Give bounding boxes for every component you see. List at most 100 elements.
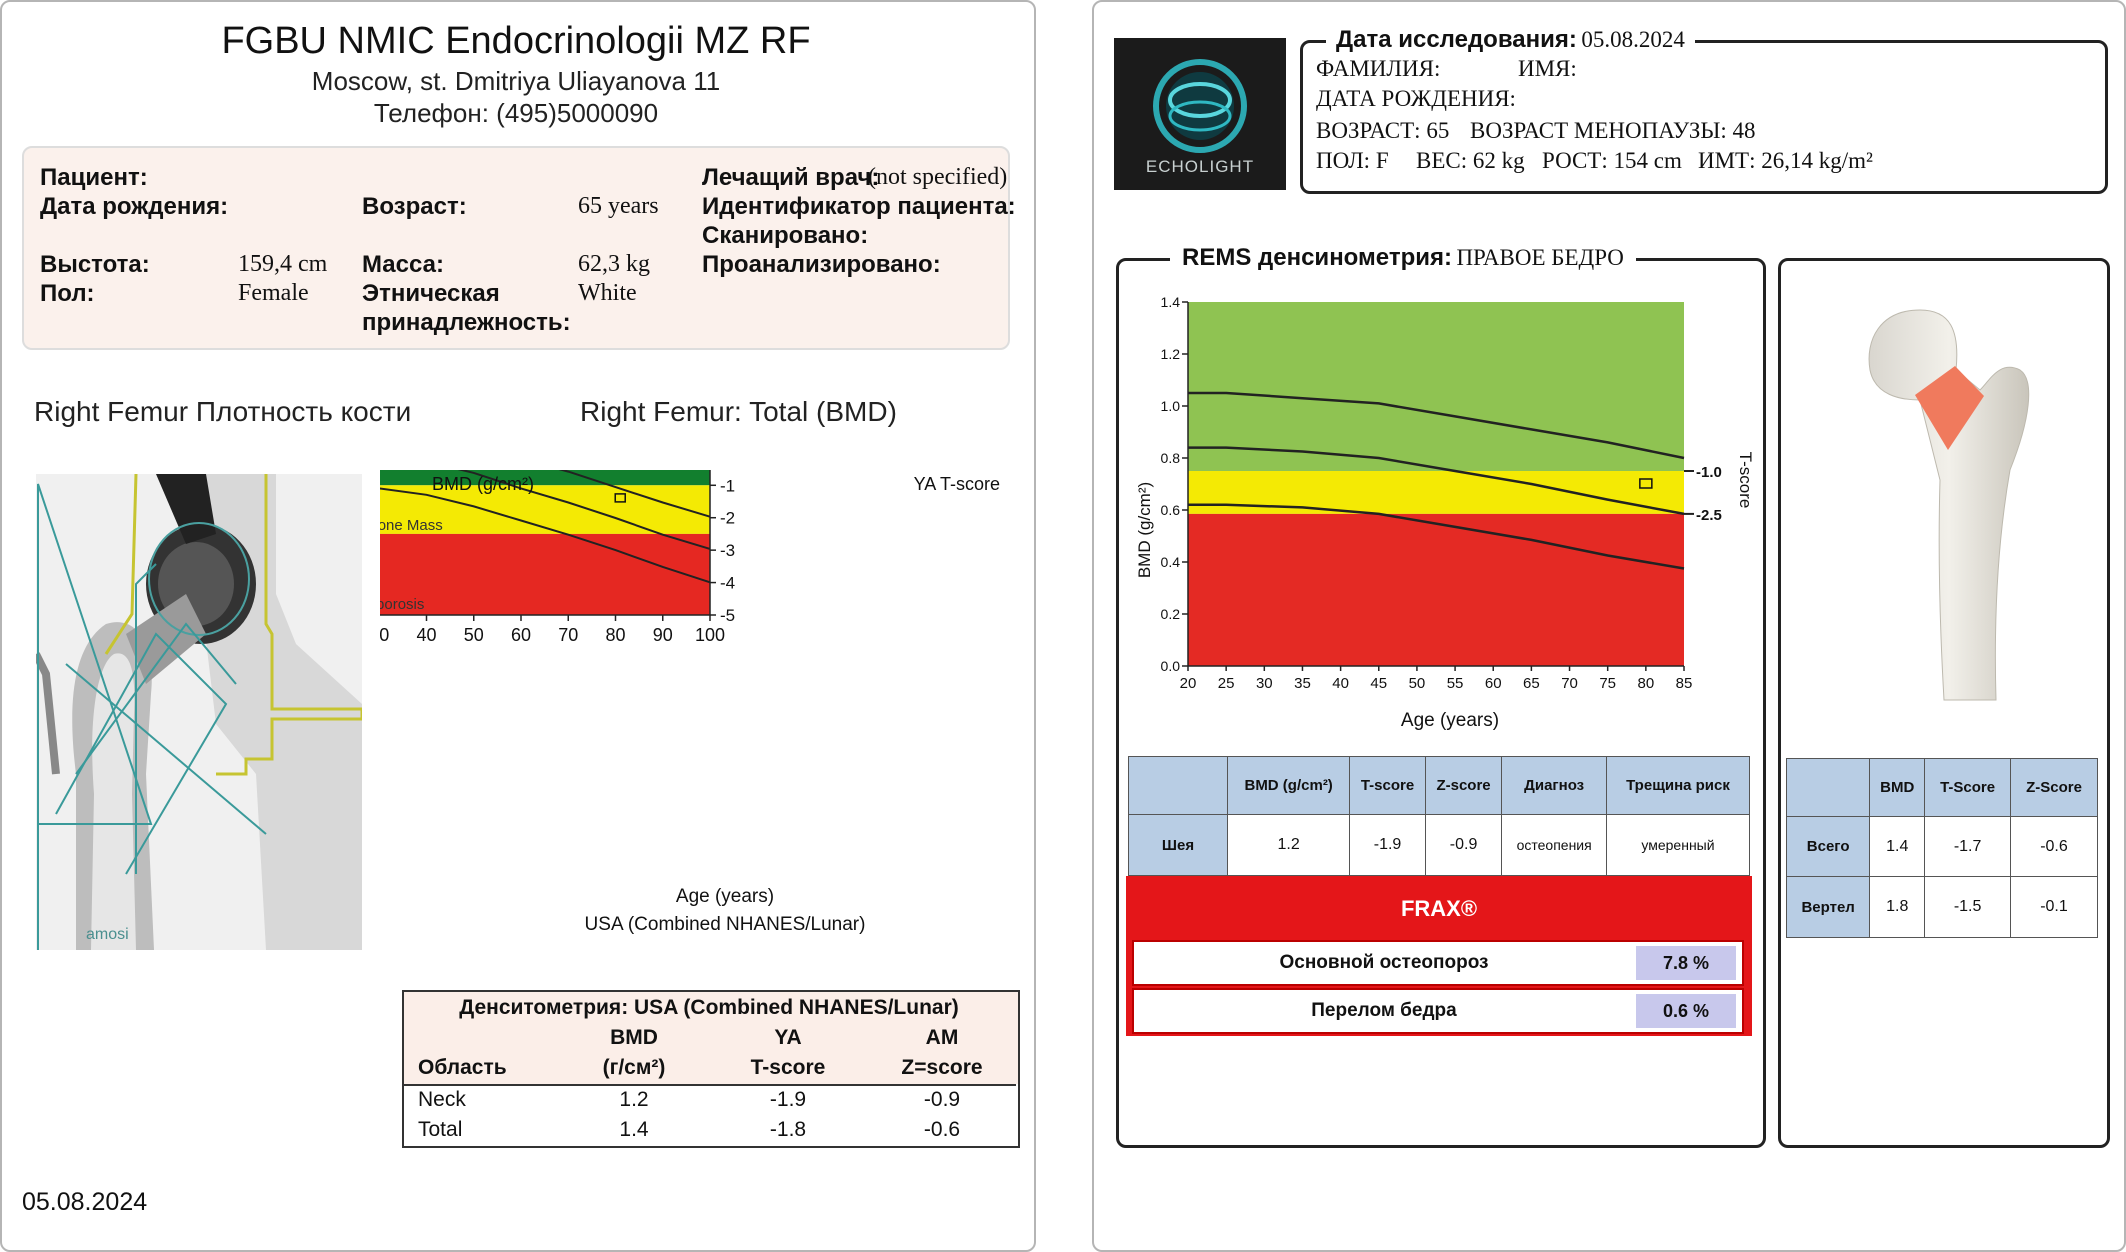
femur-cell: Вертел xyxy=(1785,876,1871,938)
weight-label: ВЕС: xyxy=(1416,148,1468,173)
femur-cell: -1.7 xyxy=(1924,815,2011,878)
rems-x-tick-label: 35 xyxy=(1294,675,1311,692)
table-cell: -0.9 xyxy=(923,1088,961,1111)
scan-title: Right Femur Плотность кости xyxy=(34,396,412,427)
table-header-top: AM xyxy=(925,1026,959,1049)
name-label: ИМЯ: xyxy=(1518,56,1577,81)
zone-label: Low Bone Mass xyxy=(380,517,443,534)
rems-x-tick-label: 25 xyxy=(1218,675,1235,692)
table-cell: -1.8 xyxy=(769,1118,807,1141)
echolight-logo: ECHOLIGHT xyxy=(1114,38,1286,190)
exam-date-label: Дата исследования: xyxy=(1336,26,1577,53)
rems-y-tick-label: 1.4 xyxy=(1161,294,1181,310)
femur-table-row: Всего 1.4 -1.7 -0.6 xyxy=(1785,815,2098,878)
sex-field: ПОЛ: F xyxy=(1316,148,1389,174)
rems-y-tick-label: 0.6 xyxy=(1161,502,1181,518)
patient-info-box xyxy=(22,146,1010,350)
rems-x-tick-label: 20 xyxy=(1180,675,1197,692)
femur-header-cell xyxy=(1785,758,1871,817)
age-field: ВОЗРАСТ: 65 xyxy=(1316,118,1449,144)
x-tick-label: 40 xyxy=(416,625,436,645)
mass-label: Масса: xyxy=(362,251,444,278)
chart-x-axis-label: Age (years) xyxy=(676,886,774,907)
patient-label: Пациент: xyxy=(40,164,148,191)
curve-mean xyxy=(457,470,711,550)
femur-cell: -0.1 xyxy=(2010,876,2098,938)
dob-label: Дата рождения: xyxy=(40,193,229,220)
x-tick-label: 90 xyxy=(653,625,673,645)
exam-date-legend: Дата исследования: 05.08.2024 xyxy=(1326,26,1695,56)
y2-tick-label: -5 xyxy=(720,606,735,625)
rems-patient-marker xyxy=(1639,478,1653,489)
femur-neck-highlight xyxy=(1915,366,1984,450)
x-tick-label: 30 xyxy=(380,625,389,645)
chart-title: Right Femur: Total (BMD) xyxy=(580,396,897,427)
institution-phone: Телефон: (495)5000090 xyxy=(373,98,659,128)
table-cell: Total xyxy=(418,1118,463,1141)
analyzed-label: Проанализировано: xyxy=(702,251,941,278)
bmi-value: 26,14 kg/m² xyxy=(1761,148,1873,173)
height-label: Выстота: xyxy=(40,251,150,278)
frax-row-value: 0.6 % xyxy=(1636,994,1736,1028)
rems-x-axis-label: Age (years) xyxy=(1401,710,1499,731)
rems-curve-upper xyxy=(1188,391,1685,460)
rems-zone-osteoporosis xyxy=(1188,513,1684,666)
bmi-field: ИМТ: 26,14 kg/m² xyxy=(1698,148,1873,174)
sex-value-right: F xyxy=(1375,148,1389,173)
frax-row-label: Основной остеопороз xyxy=(1279,952,1489,973)
neck-table-header: BMD (g/cm²) T-score Z-score Диагноз Трещина … xyxy=(1128,755,1751,816)
y2-tick-label: -4 xyxy=(720,574,735,593)
neck-table-row: Шея 1.2 -1.9 -0.9 остеопения умеренный xyxy=(1128,814,1751,876)
age-value: 65 years xyxy=(578,193,659,219)
femur-cell: -0.6 xyxy=(2010,815,2098,878)
neck-cell: 1.2 xyxy=(1226,814,1351,876)
rems-y-tick-label: 1.2 xyxy=(1161,346,1181,362)
rems-zone-normal xyxy=(1188,302,1684,471)
age-label: Возраст: xyxy=(362,193,467,220)
bmi-label: ИМТ: xyxy=(1698,148,1756,173)
doctor-value: (not specified) xyxy=(868,164,1008,190)
table-cell: -1.9 xyxy=(769,1088,807,1111)
scan-watermark: amosi xyxy=(86,926,129,943)
patient-marker xyxy=(614,493,626,503)
zone-normal xyxy=(380,470,710,486)
frax-row-label: Перелом бедра xyxy=(1311,1000,1457,1021)
weight-field: ВЕС: 62 kg xyxy=(1416,148,1525,174)
chart-y2-axis-label: YA T-score xyxy=(914,474,1000,494)
menopause-field: ВОЗРАСТ МЕНОПАУЗЫ: 48 xyxy=(1470,118,1756,144)
weight-value: 62 kg xyxy=(1472,148,1525,173)
menopause-label: ВОЗРАСТ МЕНОПАУЗЫ: xyxy=(1470,118,1727,143)
neck-header-cell: Диагноз xyxy=(1501,755,1607,816)
table-header-divider xyxy=(402,1084,1016,1086)
femur-cell: 1.4 xyxy=(1869,815,1926,878)
rems-title-bold: REMS денсинометрия: xyxy=(1182,244,1452,271)
age-label-right: ВОЗРАСТ: xyxy=(1316,118,1421,143)
neck-cell: -1.9 xyxy=(1349,814,1426,876)
mass-value: 62,3 kg xyxy=(578,251,650,277)
frax-row: Основной остеопороз 7.8 % xyxy=(1132,940,1744,986)
neck-header-cell: Z-score xyxy=(1424,755,1503,816)
femur-dxa-scan-image: amosi xyxy=(36,474,362,950)
neck-cell: Шея xyxy=(1128,814,1228,876)
frax-title: FRAX® xyxy=(1400,896,1478,921)
x-tick-label: 100 xyxy=(695,625,725,645)
rems-title-site: ПРАВОЕ БЕДРО xyxy=(1456,245,1624,270)
height-label-right: РОСТ: xyxy=(1542,148,1608,173)
densitometry-table-title: Денситометрия: USA (Combined NHANES/Luna… xyxy=(459,996,959,1019)
femur-table-row: Вертел 1.8 -1.5 -0.1 xyxy=(1785,876,2098,938)
femur-table-header: BMD T-Score Z-Score xyxy=(1785,758,2098,817)
rems-zone-osteopenia xyxy=(1188,471,1684,514)
height-field: РОСТ: 154 cm xyxy=(1542,148,1682,174)
ethnicity-label-line2: принадлежность: xyxy=(362,309,571,336)
neck-header-cell: Трещина риск xyxy=(1605,755,1751,816)
surname-label: ФАМИЛИЯ: xyxy=(1316,56,1441,81)
rems-y-tick-label: 1.0 xyxy=(1161,398,1181,414)
table-header-bottom: Область xyxy=(418,1056,507,1079)
rems-tscore-label: -1.0 xyxy=(1696,464,1722,481)
rems-y2-axis-label: T-score xyxy=(1736,452,1755,509)
neck-results-table: BMD (g/cm²) T-score Z-score Диагноз Трещина … xyxy=(1128,755,1751,876)
femur-cell: -1.5 xyxy=(1924,876,2011,938)
neck-cell: умеренный xyxy=(1605,814,1751,876)
x-tick-label: 70 xyxy=(558,625,578,645)
logo-text: ECHOLIGHT xyxy=(1146,157,1254,176)
